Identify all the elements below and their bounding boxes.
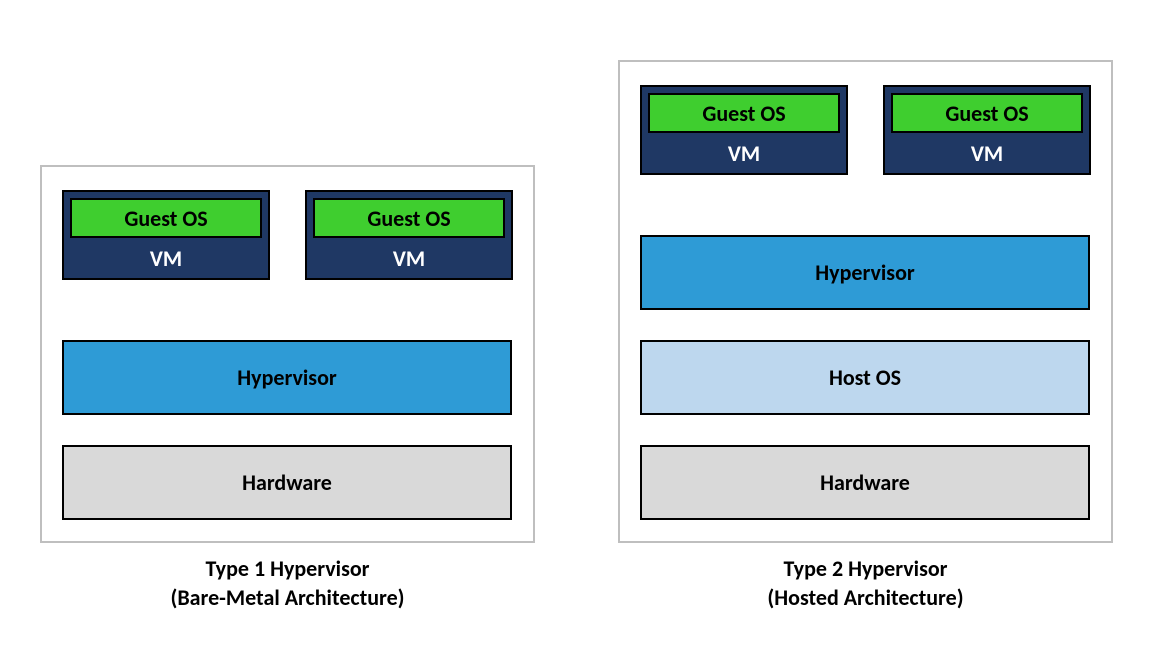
type2-vm-2-guestos: Guest OS (891, 93, 1083, 133)
type2-hypervisor-layer: Hypervisor (640, 235, 1090, 310)
type1-vm-1-vm-text: VM (150, 245, 182, 272)
type2-vm-1: Guest OS VM (640, 85, 848, 175)
type1-vm-1-guestos: Guest OS (70, 198, 262, 238)
type2-vm-2-guestos-label: Guest OS (945, 100, 1028, 127)
type2-hardware-label: Hardware (820, 469, 910, 496)
type2-hypervisor-label: Hypervisor (815, 259, 914, 286)
type1-vm-1-guestos-label: Guest OS (124, 205, 207, 232)
type1-vm-2-guestos: Guest OS (313, 198, 505, 238)
type2-caption-line1: Type 2 Hypervisor (618, 555, 1113, 584)
type1-vm-2-label: VM (307, 238, 511, 278)
type1-vm-2-guestos-label: Guest OS (367, 205, 450, 232)
type1-hardware-label: Hardware (242, 469, 332, 496)
type1-hypervisor-label: Hypervisor (237, 364, 336, 391)
type2-vm-1-vm-text: VM (728, 140, 760, 167)
type1-hardware-layer: Hardware (62, 445, 512, 520)
type2-vm-1-guestos-label: Guest OS (702, 100, 785, 127)
type2-vm-2: Guest OS VM (883, 85, 1091, 175)
type1-vm-1: Guest OS VM (62, 190, 270, 280)
type2-vm-2-vm-text: VM (971, 140, 1003, 167)
type1-caption-line1: Type 1 Hypervisor (40, 555, 535, 584)
type1-caption-line2: (Bare-Metal Architecture) (40, 584, 535, 613)
type1-caption: Type 1 Hypervisor (Bare-Metal Architectu… (40, 555, 535, 612)
type2-caption-line2: (Hosted Architecture) (618, 584, 1113, 613)
type2-hostos-label: Host OS (829, 364, 901, 391)
type1-vm-1-label: VM (64, 238, 268, 278)
type2-hostos-layer: Host OS (640, 340, 1090, 415)
type1-vm-2: Guest OS VM (305, 190, 513, 280)
type1-vm-2-vm-text: VM (393, 245, 425, 272)
type2-hardware-layer: Hardware (640, 445, 1090, 520)
type2-vm-1-guestos: Guest OS (648, 93, 840, 133)
type2-vm-2-label: VM (885, 133, 1089, 173)
type2-caption: Type 2 Hypervisor (Hosted Architecture) (618, 555, 1113, 612)
diagram-canvas: Hardware Hypervisor Guest OS VM Guest OS… (0, 0, 1154, 658)
type2-vm-1-label: VM (642, 133, 846, 173)
type1-hypervisor-layer: Hypervisor (62, 340, 512, 415)
